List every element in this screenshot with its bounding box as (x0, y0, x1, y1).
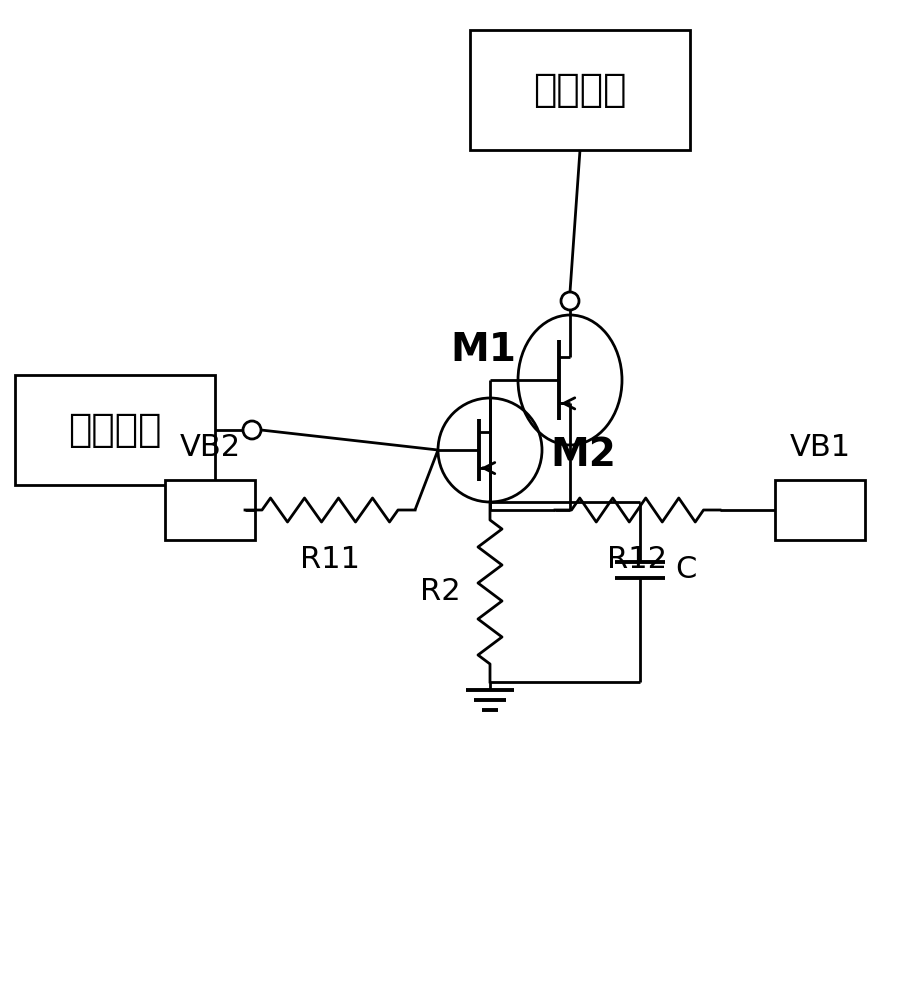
Bar (15, 375, 215, 485)
Text: 驱动器二: 驱动器二 (68, 411, 161, 449)
Text: R12: R12 (608, 545, 668, 574)
Text: M2: M2 (550, 436, 616, 474)
Text: C: C (675, 556, 696, 584)
Text: R11: R11 (300, 545, 360, 574)
Bar (165, 480, 255, 540)
Text: 驱动器一: 驱动器一 (533, 71, 627, 109)
Text: VB2: VB2 (180, 433, 241, 462)
Bar (775, 480, 865, 540)
Text: R2: R2 (420, 578, 460, 606)
Text: M1: M1 (450, 331, 516, 369)
Text: VB1: VB1 (789, 433, 851, 462)
Bar (470, 30, 690, 150)
